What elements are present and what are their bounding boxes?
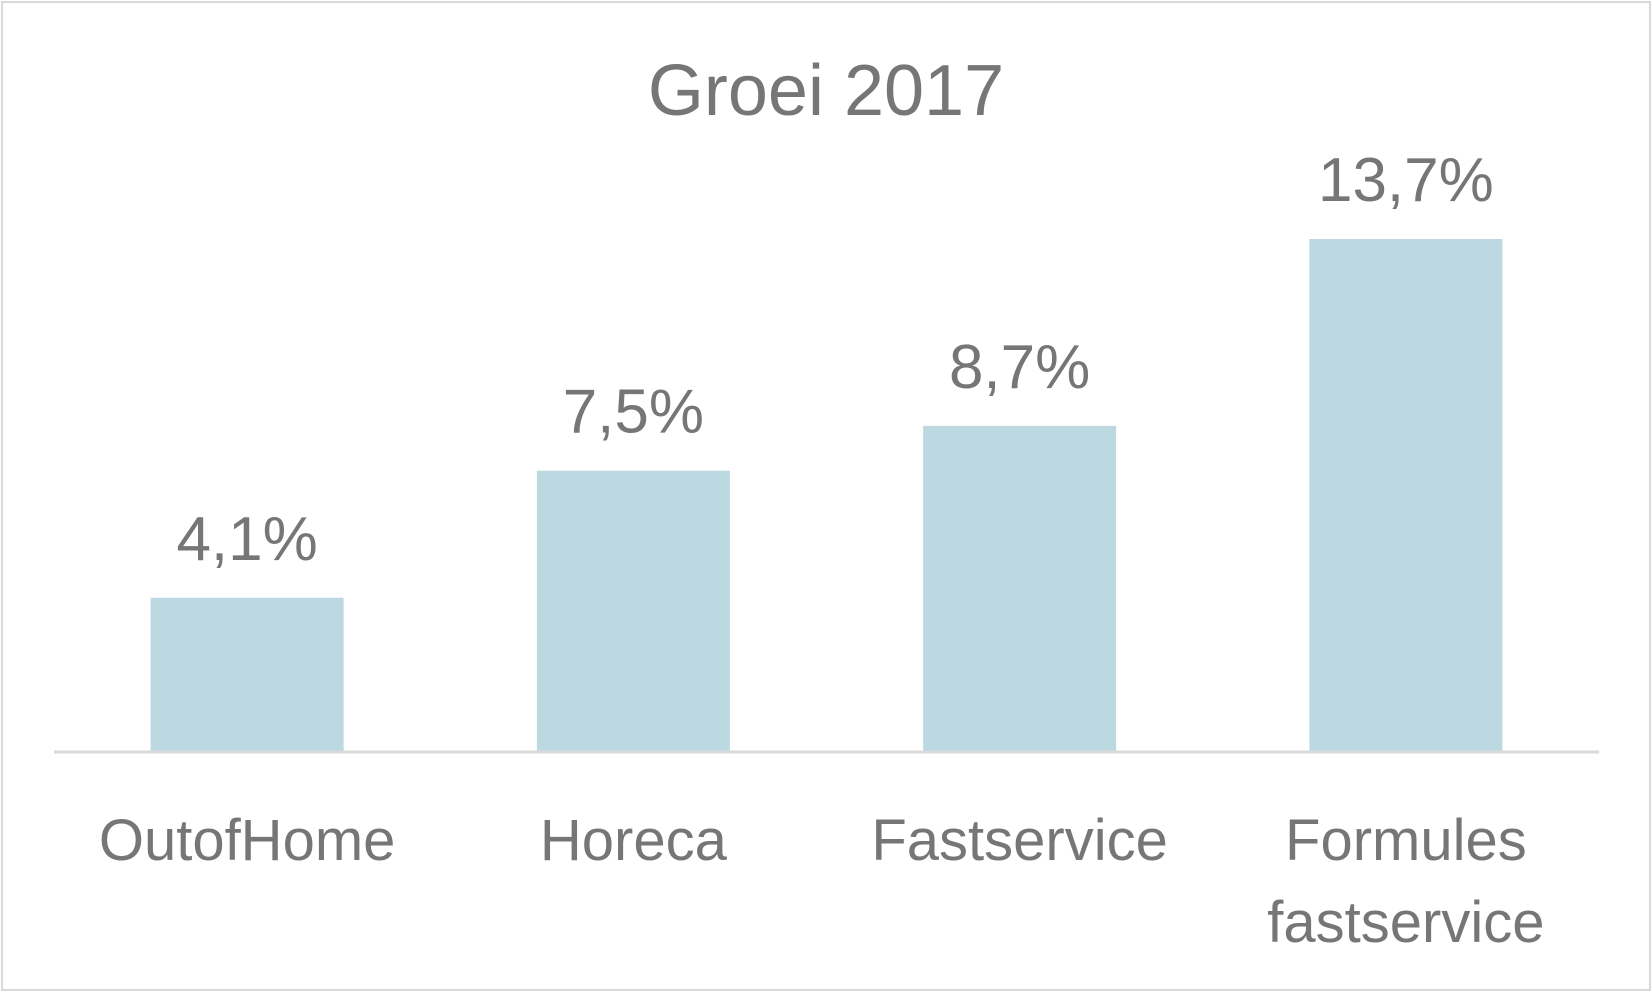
x-tick-label-1: Horeca <box>540 808 728 873</box>
x-tick-label-2: Fastservice <box>871 808 1168 873</box>
bar-1 <box>536 470 730 751</box>
chart-title: Groei 2017 <box>648 51 1004 131</box>
data-label-3: 13,7% <box>1318 146 1494 215</box>
bar-2 <box>923 425 1117 751</box>
x-tick-label-3-1: fastservice <box>1267 890 1544 955</box>
data-label-0: 4,1% <box>176 505 317 574</box>
x-tick-label-3-0: Formules <box>1285 808 1527 873</box>
data-labels-group: 4,1% 7,5% 8,7% 13,7% <box>176 146 1493 574</box>
x-axis-labels-group: OutofHome Horeca Fastservice Formules fastse… <box>99 808 1545 955</box>
x-tick-label-0: OutofHome <box>99 808 396 873</box>
bar-0 <box>150 597 344 751</box>
data-label-1: 7,5% <box>563 378 704 447</box>
bar-chart: Groei 2017 4,1% 7,5% 8,7% 13,7% OutofHome Ho… <box>54 51 1599 955</box>
bars-group <box>150 239 1503 751</box>
data-label-2: 8,7% <box>949 333 1090 402</box>
bar-3 <box>1309 239 1503 751</box>
